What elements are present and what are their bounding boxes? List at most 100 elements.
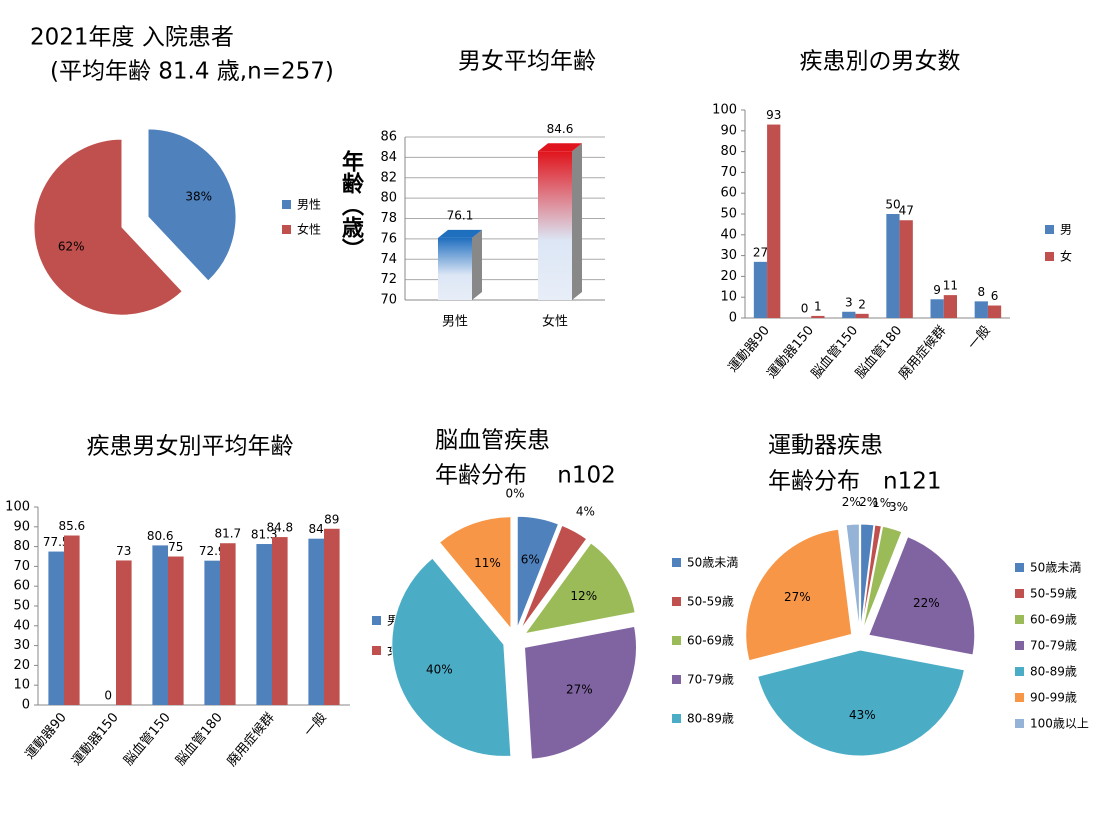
data-label: 0 (104, 689, 112, 703)
bar (308, 538, 324, 705)
y-tick-label: 70 (380, 293, 397, 308)
bar (204, 560, 220, 705)
data-label: 2 (858, 297, 866, 311)
legend-swatch (372, 646, 381, 655)
pie-slice (520, 524, 588, 630)
legend-swatch (1015, 615, 1024, 624)
data-label: 73 (116, 544, 131, 558)
y-tick-label: 0 (22, 698, 30, 713)
bar (943, 295, 957, 318)
data-label: 84.8 (266, 521, 293, 535)
y-tick-label: 20 (13, 658, 30, 673)
legend-label: 60-69歳 (687, 634, 734, 648)
legend-swatch (1015, 693, 1024, 702)
chart-subtitle: (平均年齢 81.4 歳,n=257) (50, 59, 334, 85)
y-tick-label: 70 (13, 559, 30, 574)
legend-label: 90-99歳 (1030, 691, 1077, 705)
legend-swatch (1015, 641, 1024, 650)
bar (974, 301, 988, 318)
y-tick-label: 100 (712, 103, 737, 118)
y-tick-label: 76 (380, 231, 397, 246)
chart-title: 疾患男女別平均年齢 (87, 434, 294, 460)
x-tick-label: 運動器90 (23, 710, 70, 762)
y-tick-label: 72 (380, 272, 397, 287)
pie-slice (391, 557, 512, 757)
y-tick-label: 80 (720, 144, 737, 159)
data-label: 1 (814, 299, 822, 313)
legend-swatch (672, 597, 681, 606)
data-label: 0 (801, 302, 809, 316)
x-tick-label: 運動器90 (726, 323, 773, 375)
data-label: 76.1 (447, 208, 474, 222)
x-tick-label: 脳血管150 (121, 710, 174, 769)
legend-label: 男性 (297, 198, 321, 212)
bar-top (438, 229, 482, 238)
y-tick-label: 90 (720, 123, 737, 138)
x-tick-label: 女性 (542, 314, 568, 330)
data-label: 77.5 (43, 535, 70, 549)
chart-title: 男女平均年齢 (458, 49, 596, 75)
x-tick-label: 一般 (301, 710, 330, 740)
legend-label: 50-59歳 (1030, 587, 1077, 601)
legend-label: 100歳以上 (1030, 717, 1089, 731)
bar (930, 299, 944, 318)
slice-label: 2% (842, 495, 861, 509)
y-tick-label: 80 (13, 539, 30, 554)
slice-label: 1% (872, 496, 891, 510)
data-label: 81.7 (214, 527, 241, 541)
data-label: 47 (899, 204, 914, 218)
data-label: 50 (885, 198, 900, 212)
y-tick-label: 40 (720, 227, 737, 242)
legend-label: 60-69歳 (1030, 613, 1077, 627)
x-tick-label: 運動器150 (69, 710, 122, 769)
data-label: 84 (309, 522, 324, 536)
bar (48, 551, 64, 705)
pie-slice (862, 525, 903, 631)
legend-label: 50歳未満 (1030, 561, 1081, 575)
slice-label: 12% (570, 589, 597, 603)
pie-slice (438, 516, 512, 631)
legend-label: 70-79歳 (1030, 639, 1077, 653)
x-tick-label: 一般 (965, 323, 994, 353)
slice-label: 0% (505, 487, 524, 501)
legend-label: 男 (1060, 223, 1072, 237)
bar (168, 556, 184, 705)
pie-slice (523, 625, 637, 760)
legend-label: 70-79歳 (687, 673, 734, 687)
y-tick-label: 30 (13, 638, 30, 653)
pie-slice (757, 649, 966, 757)
y-tick-label: 30 (720, 248, 737, 263)
y-tick-label: 86 (380, 130, 397, 145)
bar (438, 237, 472, 300)
data-label: 84.6 (547, 122, 574, 136)
data-label: 81.3 (251, 528, 278, 542)
y-tick-label: 84 (380, 150, 397, 165)
slice-label: 3% (889, 500, 908, 514)
bar (64, 535, 80, 705)
chart-title: 脳血管疾患 (435, 428, 550, 454)
y-tick-label: 50 (720, 207, 737, 222)
y-tick-label: 78 (380, 211, 397, 226)
legend-swatch (1045, 225, 1054, 234)
y-tick-label: 40 (13, 618, 30, 633)
data-label: 9 (933, 283, 941, 297)
y-tick-label: 70 (720, 165, 737, 180)
chart-subtitle: 年齢分布 n121 (768, 469, 941, 495)
y-tick-label: 20 (720, 269, 737, 284)
x-tick-label: 脳血管180 (173, 710, 226, 769)
y-tick-label: 80 (380, 191, 397, 206)
data-label: 89 (324, 512, 339, 526)
slice-label: 4% (576, 505, 595, 519)
bar (767, 124, 781, 318)
slice-label: 2% (859, 495, 878, 509)
data-label: 8 (977, 285, 985, 299)
legend-label: 80-89歳 (687, 712, 734, 726)
chart-title: 運動器疾患 (768, 433, 883, 459)
slice-label: 27% (566, 682, 593, 696)
data-label: 6 (991, 289, 999, 303)
legend-label: 女性 (297, 222, 321, 237)
bar (842, 311, 856, 318)
pie-slice (516, 515, 560, 629)
data-label: 11 (943, 279, 958, 293)
pie-slice (868, 535, 976, 656)
